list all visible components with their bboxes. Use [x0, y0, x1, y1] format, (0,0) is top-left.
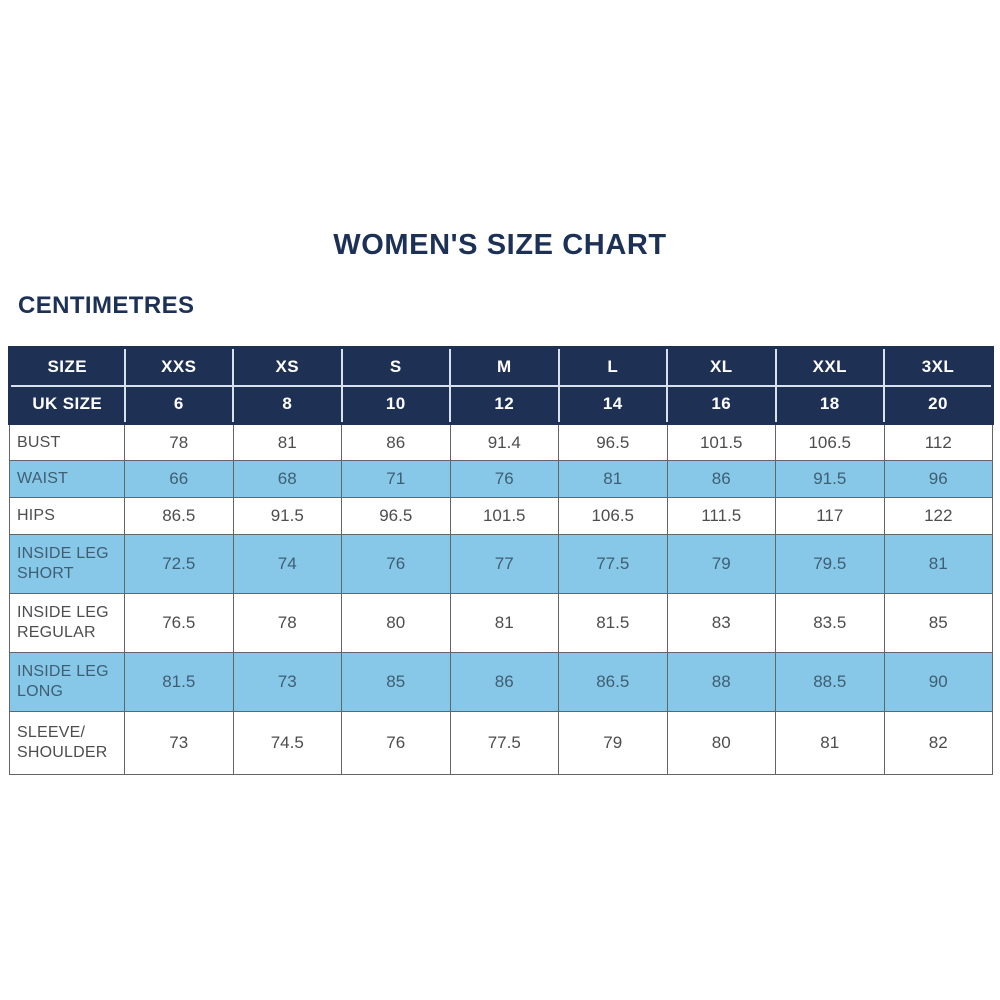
value-cell: 79: [558, 711, 668, 775]
uk-size-label: UK SIZE: [8, 384, 126, 425]
value-cell: 91.5: [232, 497, 342, 535]
value-cell: 96.5: [341, 497, 451, 535]
value-cell: 78: [232, 593, 342, 653]
row-label: HIPS: [9, 497, 125, 535]
row-label: INSIDE LEG SHORT: [9, 534, 125, 594]
value-cell: 81: [232, 423, 342, 461]
value-cell: 86.5: [124, 497, 234, 535]
value-cell: 79.5: [775, 534, 885, 594]
value-cell: 106.5: [775, 423, 885, 461]
value-cell: 86: [449, 652, 559, 712]
value-cell: 81: [775, 711, 885, 775]
header-xs: XS: [232, 346, 343, 387]
value-cell: 101.5: [449, 497, 559, 535]
value-cell: 74.5: [232, 711, 342, 775]
row-label: SLEEVE/ SHOULDER: [9, 711, 125, 775]
value-cell: 90: [883, 652, 993, 712]
value-cell: 81.5: [558, 593, 668, 653]
value-cell: 122: [883, 497, 993, 535]
header-xxs: XXS: [123, 346, 234, 387]
value-cell: 73: [124, 711, 234, 775]
value-cell: 77.5: [449, 711, 559, 775]
value-cell: 71: [341, 460, 451, 498]
value-cell: 81: [449, 593, 559, 653]
header-l: L: [557, 346, 668, 387]
row-inside-leg-regular: INSIDE LEG REGULAR 76.5 78 80 81 81.5 83…: [9, 593, 993, 653]
uk-size-value: 14: [557, 384, 668, 425]
value-cell: 82: [883, 711, 993, 775]
value-cell: 78: [124, 423, 234, 461]
value-cell: 73: [232, 652, 342, 712]
uk-size-value: 18: [774, 384, 885, 425]
row-bust: BUST 78 81 86 91.4 96.5 101.5 106.5 112: [9, 423, 993, 461]
header-xl: XL: [666, 346, 777, 387]
value-cell: 112: [883, 423, 993, 461]
value-cell: 85: [341, 652, 451, 712]
value-cell: 85: [883, 593, 993, 653]
value-cell: 91.4: [449, 423, 559, 461]
header-3xl: 3XL: [883, 346, 994, 387]
value-cell: 76: [341, 534, 451, 594]
value-cell: 72.5: [124, 534, 234, 594]
page-title: WOMEN'S SIZE CHART: [333, 229, 667, 261]
size-chart-table: SIZE XXS XS S M L XL XXL 3XL UK SIZE 6 8…: [8, 346, 994, 775]
value-cell: 111.5: [666, 497, 776, 535]
value-cell: 88: [666, 652, 776, 712]
uk-size-value: 6: [123, 384, 234, 425]
uk-size-value: 20: [883, 384, 994, 425]
value-cell: 76: [449, 460, 559, 498]
value-cell: 81: [558, 460, 668, 498]
value-cell: 77.5: [558, 534, 668, 594]
row-sleeve-shoulder: SLEEVE/ SHOULDER 73 74.5 76 77.5 79 80 8…: [9, 711, 993, 775]
row-label: WAIST: [9, 460, 125, 498]
value-cell: 76: [341, 711, 451, 775]
value-cell: 86: [666, 460, 776, 498]
value-cell: 96.5: [558, 423, 668, 461]
uk-size-value: 8: [232, 384, 343, 425]
value-cell: 68: [232, 460, 342, 498]
uk-size-value: 10: [340, 384, 451, 425]
value-cell: 77: [449, 534, 559, 594]
value-cell: 74: [232, 534, 342, 594]
header-s: S: [340, 346, 451, 387]
value-cell: 76.5: [124, 593, 234, 653]
value-cell: 83: [666, 593, 776, 653]
value-cell: 81: [883, 534, 993, 594]
row-label: INSIDE LEG REGULAR: [9, 593, 125, 653]
value-cell: 66: [124, 460, 234, 498]
row-inside-leg-long: INSIDE LEG LONG 81.5 73 85 86 86.5 88 88…: [9, 652, 993, 712]
value-cell: 79: [666, 534, 776, 594]
header-m: M: [449, 346, 560, 387]
value-cell: 96: [883, 460, 993, 498]
unit-label: CENTIMETRES: [18, 292, 195, 319]
value-cell: 80: [666, 711, 776, 775]
row-waist: WAIST 66 68 71 76 81 86 91.5 96: [9, 460, 993, 498]
row-inside-leg-short: INSIDE LEG SHORT 72.5 74 76 77 77.5 79 7…: [9, 534, 993, 594]
uk-size-value: 16: [666, 384, 777, 425]
size-header-row: SIZE XXS XS S M L XL XXL 3XL: [8, 346, 994, 387]
uk-size-row: UK SIZE 6 8 10 12 14 16 18 20: [8, 384, 994, 425]
row-hips: HIPS 86.5 91.5 96.5 101.5 106.5 111.5 11…: [9, 497, 993, 535]
row-label: INSIDE LEG LONG: [9, 652, 125, 712]
uk-size-value: 12: [449, 384, 560, 425]
value-cell: 101.5: [666, 423, 776, 461]
value-cell: 88.5: [775, 652, 885, 712]
value-cell: 106.5: [558, 497, 668, 535]
row-label: BUST: [9, 423, 125, 461]
value-cell: 91.5: [775, 460, 885, 498]
value-cell: 81.5: [124, 652, 234, 712]
header-xxl: XXL: [774, 346, 885, 387]
value-cell: 86.5: [558, 652, 668, 712]
value-cell: 83.5: [775, 593, 885, 653]
value-cell: 117: [775, 497, 885, 535]
header-size: SIZE: [8, 346, 126, 387]
value-cell: 86: [341, 423, 451, 461]
value-cell: 80: [341, 593, 451, 653]
